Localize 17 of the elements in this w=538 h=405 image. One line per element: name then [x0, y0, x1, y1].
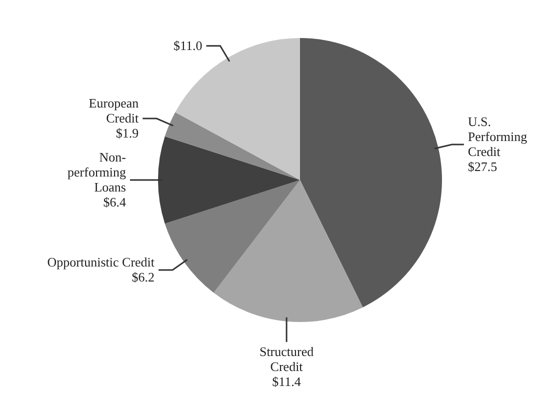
- pie-slice: [158, 136, 300, 224]
- slice-label: European Credit: [88, 96, 140, 126]
- slice-label: U.S. Performing Credit: [468, 114, 528, 160]
- data-label: $1.9: [116, 126, 139, 141]
- slice-label: Structured Credit: [259, 344, 314, 374]
- slice-label: Opportunistic Credit: [47, 254, 155, 270]
- data-label: $11.0: [173, 38, 202, 53]
- pie-slice: [164, 112, 300, 180]
- pie-slice: [214, 180, 363, 322]
- slice-label: Non-performing Loans: [68, 150, 126, 194]
- data-label: $11.4: [272, 374, 302, 389]
- data-label: $27.5: [468, 159, 498, 174]
- data-label: $6.2: [132, 269, 155, 284]
- data-label: $6.4: [103, 194, 126, 210]
- pie-slice: [300, 38, 442, 308]
- pie-slice: [164, 180, 300, 293]
- pie-slice: [175, 38, 300, 180]
